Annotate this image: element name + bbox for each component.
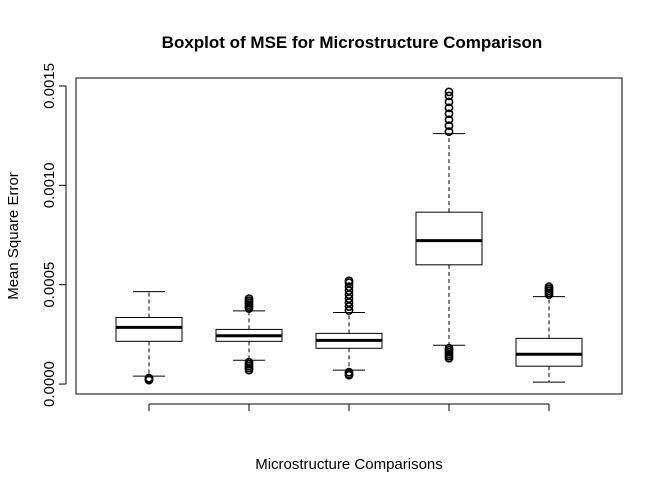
outlier-point: [444, 115, 454, 125]
y-tick-label: 0.0000: [41, 361, 58, 407]
outlier-point: [444, 103, 454, 113]
outlier-point: [444, 109, 454, 119]
outlier-point: [344, 282, 354, 292]
box-group: [115, 291, 183, 385]
box-group: [315, 276, 383, 380]
outlier-point: [144, 373, 154, 383]
x-axis: [148, 403, 550, 411]
box-iqr: [515, 337, 583, 367]
box-group: [515, 282, 583, 383]
outlier-point: [344, 367, 354, 377]
outlier-point: [444, 87, 454, 97]
outlier-point: [344, 276, 354, 286]
outlier-point: [444, 343, 454, 353]
outlier-point: [444, 121, 454, 131]
y-tick-label: 0.0015: [41, 63, 58, 109]
outlier-point: [444, 91, 454, 101]
y-tick-label: 0.0010: [41, 162, 58, 208]
y-axis-label: Mean Square Error: [5, 172, 22, 300]
box-group: [215, 294, 283, 375]
x-axis-label: Microstructure Comparisons: [255, 456, 443, 473]
outlier-point: [244, 294, 254, 304]
box-group: [415, 87, 483, 363]
outlier-point: [444, 97, 454, 107]
outlier-point: [544, 282, 554, 292]
box-iqr: [115, 316, 183, 342]
boxes-group: [115, 87, 583, 385]
box-iqr: [415, 211, 483, 266]
outlier-point: [244, 357, 254, 367]
chart-title: Boxplot of MSE for Microstructure Compar…: [162, 33, 543, 52]
y-axis: 0.0000 0.0005 0.0010 0.0015: [41, 63, 67, 407]
y-tick-label: 0.0005: [41, 262, 58, 308]
plot-frame: [75, 77, 623, 395]
outlier-point: [444, 127, 454, 137]
